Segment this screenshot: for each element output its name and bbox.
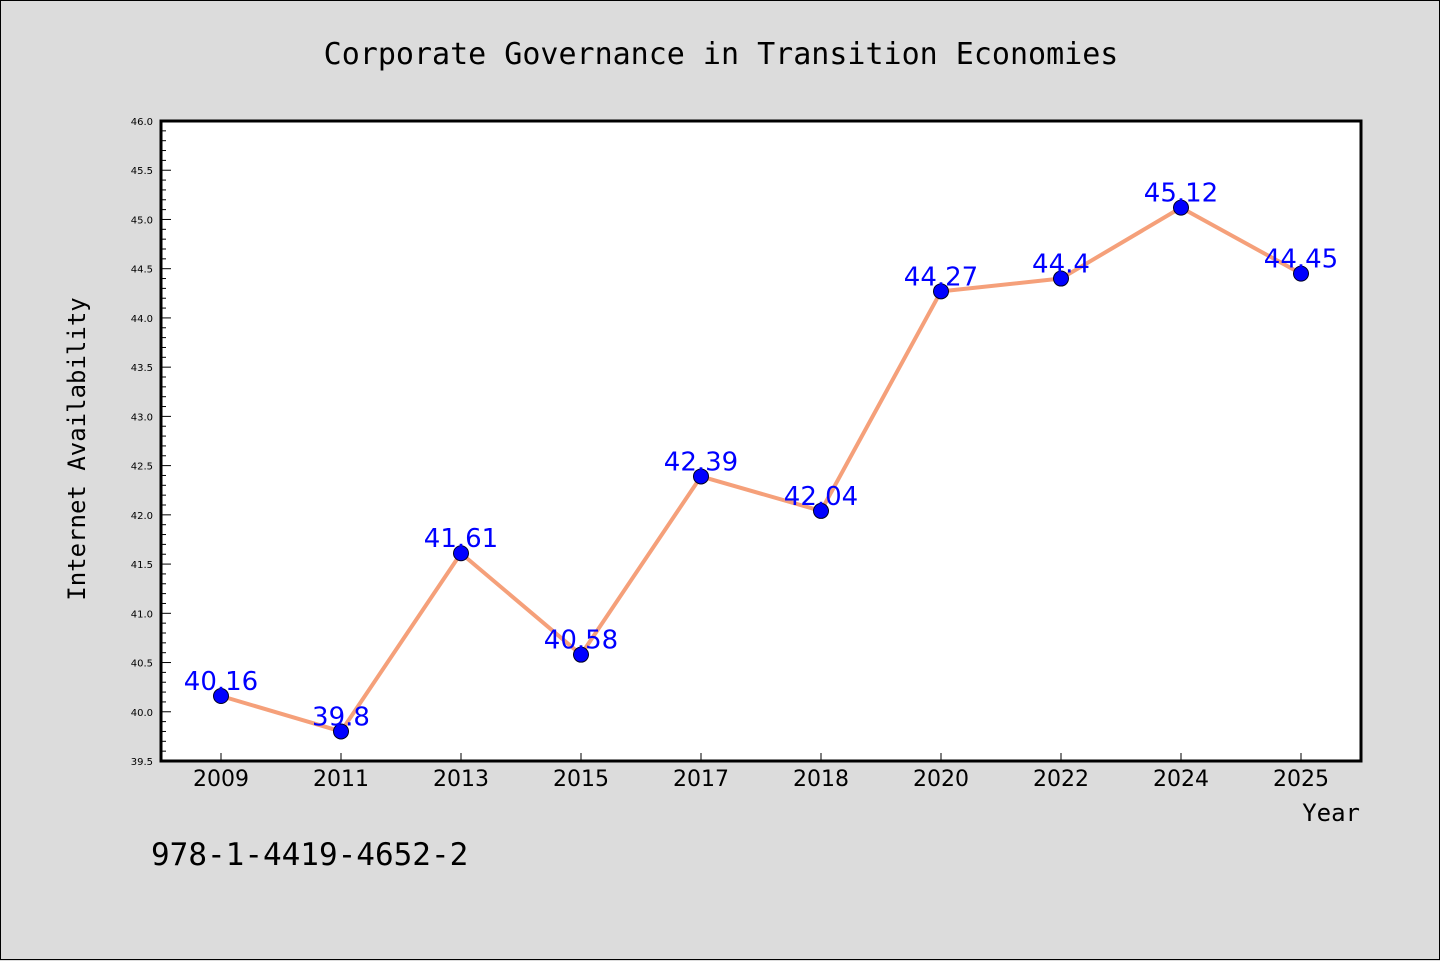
x-tick-label: 2022 [1033,767,1089,792]
data-point [1053,270,1069,287]
data-point [933,283,949,300]
x-tick-label: 2018 [793,767,849,792]
x-tick-label: 2020 [913,767,969,792]
y-tick-label: 40.0 [131,708,153,719]
y-axis: 39.5 40.0 40.5 41.0 41.5 42.0 42.5 43.0 43.5 44.0… [131,117,171,768]
x-axis: 2009 2011 2013 2015 2017 2018 2020 2022 2024 2025 [193,753,1329,792]
data-label: 44.27 [904,262,978,292]
data-point [1293,265,1309,282]
plot-area [161,121,1361,761]
y-tick-label: 45.0 [131,215,153,226]
data-markers [213,199,1309,740]
data-point [213,688,229,705]
data-label: 40.16 [184,667,258,697]
x-tick-label: 2025 [1273,767,1329,792]
y-tick-label: 43.5 [131,363,153,374]
data-point [453,545,469,562]
data-label: 39.8 [312,702,370,732]
data-label: 42.04 [784,482,858,512]
x-tick-label: 2009 [193,767,249,792]
isbn-text: 978-1-4419-4652-2 [151,837,468,873]
y-tick-label: 45.5 [131,166,153,177]
y-tick-label: 44.5 [131,265,153,276]
y-tick-label: 40.5 [131,659,153,670]
x-tick-label: 2013 [433,767,489,792]
y-axis-label: Internet Availability [63,297,91,600]
data-point [693,468,709,485]
data-label: 45.12 [1144,179,1218,209]
x-tick-label: 2015 [553,767,609,792]
y-tick-label: 42.0 [131,511,153,522]
data-point [813,502,829,519]
y-tick-label: 43.0 [131,412,153,423]
plot-border [159,119,1363,763]
data-point [333,723,349,740]
y-tick-label: 46.0 [131,117,153,128]
series-line [220,205,1302,734]
x-tick-label: 2011 [313,767,369,792]
data-label: 41.61 [424,524,498,554]
y-tick-label: 44.0 [131,314,153,325]
y-tick-label: 39.5 [131,757,153,768]
x-tick-label: 2024 [1153,767,1209,792]
data-label: 44.45 [1264,245,1338,275]
x-tick-label: 2017 [673,767,729,792]
data-point [1173,199,1189,216]
y-tick-label: 41.5 [131,560,153,571]
data-label: 44.4 [1032,250,1090,280]
data-labels: 40.16 39.8 41.61 40.58 42.39 42.04 44.27 44.4 45… [184,179,1338,733]
chart-title: Corporate Governance in Transition Econo… [324,37,1119,72]
y-tick-label: 41.0 [131,609,153,620]
data-point [573,646,589,663]
data-label: 40.58 [544,626,618,656]
x-axis-label: Year [1302,799,1360,827]
y-tick-label: 42.5 [131,462,153,473]
data-label: 42.39 [664,447,738,477]
